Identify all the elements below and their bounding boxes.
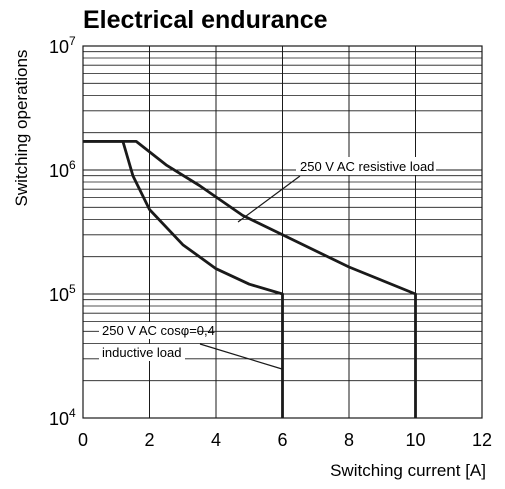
leader-line-inductive bbox=[199, 343, 283, 370]
y-tick-label: 105 bbox=[49, 282, 76, 305]
y-tick-labels: 104 105 106 107 bbox=[49, 34, 76, 429]
series-line-1 bbox=[83, 140, 417, 418]
y-tick-exponent: 5 bbox=[69, 282, 76, 296]
y-tick-exponent: 7 bbox=[69, 34, 76, 48]
label-bg bbox=[296, 157, 436, 175]
chart-title: Electrical endurance bbox=[83, 6, 328, 34]
y-tick-label: 104 bbox=[49, 406, 76, 429]
x-tick-label: 6 bbox=[277, 430, 287, 450]
y-tick-exponent: 4 bbox=[69, 406, 76, 420]
y-tick-label: 107 bbox=[49, 34, 76, 57]
series-label-inductive: 250 V AC cosφ=0,4 bbox=[102, 323, 215, 338]
x-tick-label: 2 bbox=[144, 430, 154, 450]
x-tick-label: 4 bbox=[211, 430, 221, 450]
x-tick-label: 0 bbox=[78, 430, 88, 450]
x-tick-labels: 0 2 4 6 8 10 12 bbox=[78, 430, 492, 450]
annotations: 250 V AC resistive load 250 V AC cosφ=0,4… bbox=[99, 157, 436, 370]
x-axis-label: Switching current [A] bbox=[330, 461, 486, 480]
series-label-inductive-line2: inductive load bbox=[102, 345, 182, 360]
y-tick-exponent: 6 bbox=[69, 158, 76, 172]
y-tick-label: 106 bbox=[49, 158, 76, 181]
series-line-2 bbox=[83, 140, 284, 418]
x-tick-label: 8 bbox=[344, 430, 354, 450]
label-bg bbox=[99, 344, 185, 361]
series-lines bbox=[83, 140, 417, 418]
y-axis-label: Switching operations bbox=[12, 50, 31, 207]
x-tick-label: 12 bbox=[472, 430, 492, 450]
x-tick-label: 10 bbox=[405, 430, 425, 450]
label-bg bbox=[99, 322, 197, 339]
series-label-resistive: 250 V AC resistive load bbox=[300, 159, 434, 174]
leader-line-resistive bbox=[237, 175, 301, 223]
